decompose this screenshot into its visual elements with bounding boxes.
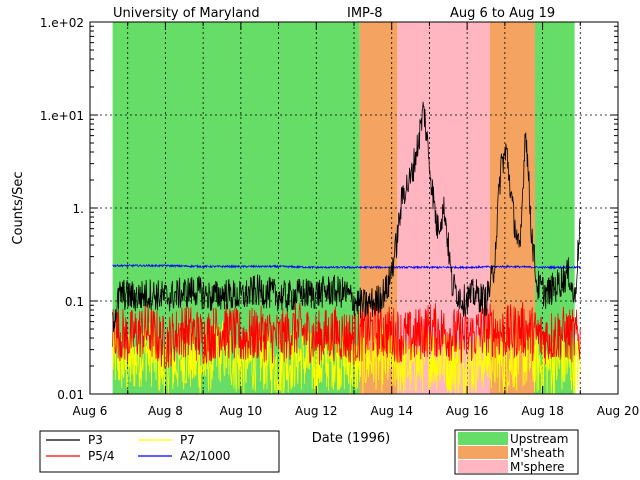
series-legend-box [39, 430, 280, 473]
chart-title-date-range: Aug 6 to Aug 19 [450, 6, 555, 21]
legend-label-a2-1000: A2/1000 [180, 449, 230, 463]
x-tick-label-7: Aug 20 [597, 404, 640, 418]
x-tick-label-0: Aug 6 [73, 404, 108, 418]
y-tick-label-1: 1.e+01 [40, 109, 84, 123]
series-line-p5-4 [112, 301, 581, 369]
series-line-p3 [112, 101, 581, 332]
data-series [112, 101, 581, 395]
legend-label-msheath: M'sheath [510, 446, 565, 460]
x-tick-label-2: Aug 10 [220, 404, 263, 418]
y-tick-label-4: 0.01 [57, 388, 84, 402]
legend-label-p5-4: P5/4 [88, 449, 115, 463]
chart-title-institution: University of Maryland [113, 6, 260, 21]
legend-swatch-upstream [458, 432, 508, 445]
x-tick-label-3: Aug 12 [295, 404, 338, 418]
y-tick-label-2: 1. [73, 202, 84, 216]
series-line-a2-1000 [112, 263, 581, 270]
x-tick-label-5: Aug 16 [446, 404, 489, 418]
x-tick-label-6: Aug 18 [521, 404, 564, 418]
series-legend: P3 P7 P5/4 A2/1000 [39, 430, 280, 473]
x-tick-label-4: Aug 14 [370, 404, 413, 418]
legend-label-p3: P3 [88, 433, 103, 447]
legend-swatch-msphere [458, 460, 508, 473]
series-line-p7 [112, 320, 581, 395]
legend-label-msphere: M'sphere [510, 460, 565, 474]
y-tick-label-0: 1.e+02 [40, 16, 84, 30]
x-axis-label: Date (1996) [312, 431, 390, 446]
y-axis-label: Counts/Sec [11, 171, 26, 244]
legend-label-p7: P7 [180, 433, 195, 447]
axes: 1.e+02 1.e+01 1. 0.1 0.01 Aug 6 Aug 8 Aug 10 Aug… [40, 16, 639, 418]
y-tick-label-3: 0.1 [65, 295, 84, 309]
chart-title-spacecraft: IMP-8 [347, 6, 383, 21]
region-legend: Upstream M'sheath M'sphere [454, 429, 579, 475]
legend-label-upstream: Upstream [510, 432, 568, 446]
x-tick-label-1: Aug 8 [148, 404, 183, 418]
legend-swatch-msheath [458, 446, 508, 459]
